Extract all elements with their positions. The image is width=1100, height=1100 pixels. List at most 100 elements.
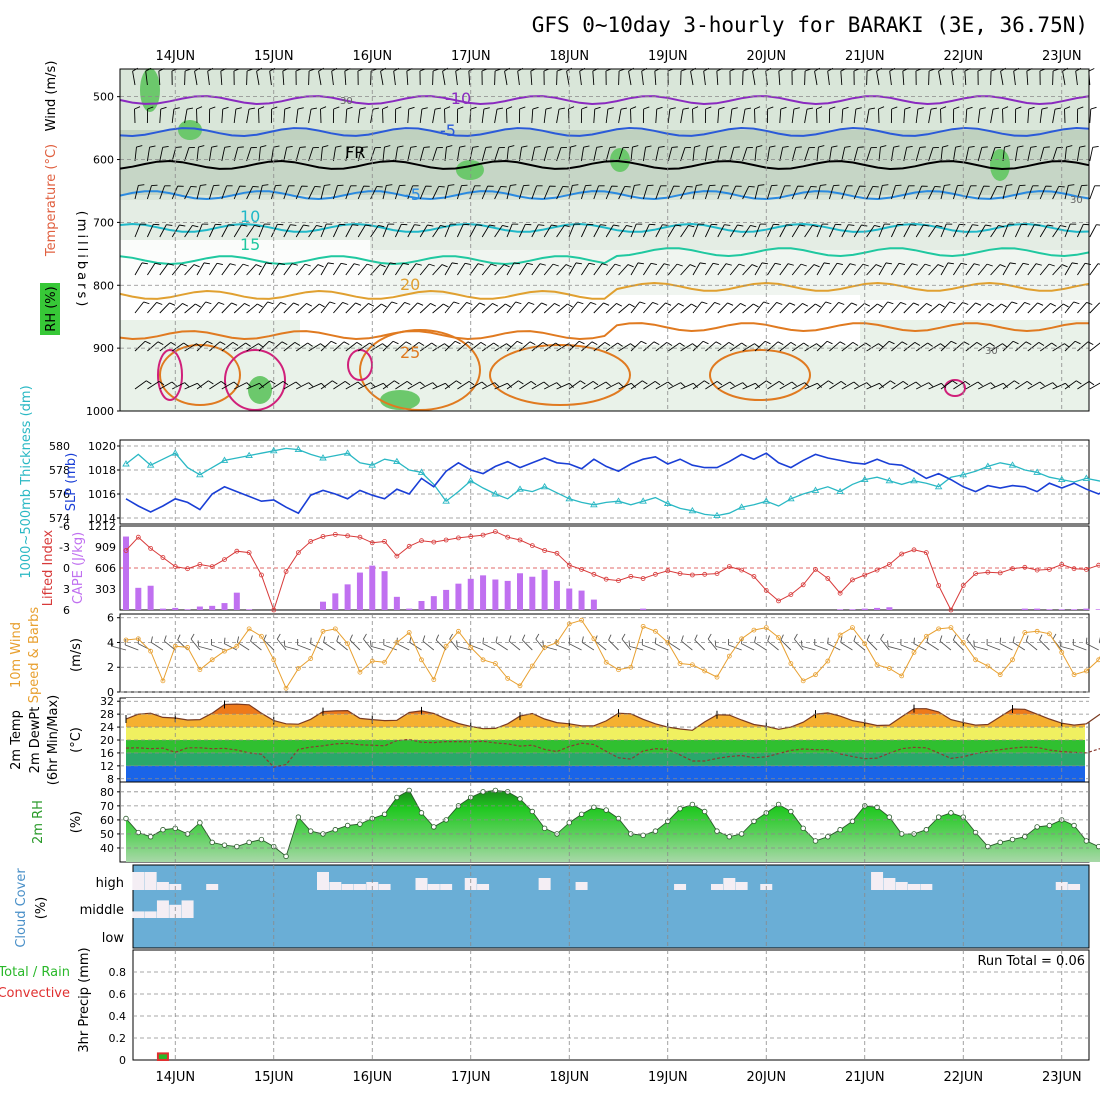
upper-wind-barb <box>469 224 477 238</box>
wind-speed-point <box>874 662 880 668</box>
upper-wind-barb <box>1064 301 1074 314</box>
upper-wind-barb <box>494 109 498 124</box>
bottom-time-axis: 14JUN 15JUN 16JUN 17JUN 18JUN 19JUN 20JUN 21JUN… <box>155 1070 1081 1085</box>
cape-bar <box>529 576 536 610</box>
wind-speed-point <box>579 617 584 623</box>
rh2m-series <box>123 787 1100 862</box>
upper-wind-barb <box>132 71 136 86</box>
upper-wind-barb <box>605 263 616 276</box>
wind-speed-point <box>308 656 314 661</box>
upper-wind-barb-feather <box>419 381 425 387</box>
wind10m-barb-feather <box>363 633 367 640</box>
upper-wind-barb-feather <box>1068 184 1075 186</box>
upper-wind-barb <box>878 147 881 162</box>
upper-wind-barb <box>605 342 618 352</box>
precip-panel: 00.20.40.60.8 Run Total = 0.06 Total / R… <box>0 947 1090 1067</box>
upper-wind-barb <box>680 225 689 238</box>
upper-wind-barb <box>1014 147 1019 162</box>
upper-wind-barb <box>208 147 213 162</box>
upper-wind-barb-feather <box>554 303 561 307</box>
upper-wind-barb-feather <box>506 343 512 348</box>
precip-grid <box>133 950 1089 1060</box>
wind10m-barb <box>363 638 373 651</box>
upper-wind-barb-feather <box>404 302 411 305</box>
upper-wind-barb <box>320 340 332 352</box>
upper-wind-barb-feather <box>733 146 740 148</box>
wind10m-barb-feather <box>456 640 458 647</box>
rh-point <box>997 839 1003 846</box>
temp-tick: 12 <box>100 760 114 773</box>
upper-wind-barb-feather <box>308 382 314 388</box>
upper-wind-barb <box>382 380 395 390</box>
upper-wind-barb <box>394 224 402 238</box>
upper-wind-barb-feather <box>1077 106 1084 110</box>
upper-wind-barb-feather <box>513 262 520 265</box>
rh-point <box>332 827 339 833</box>
upper-wind-barb <box>903 224 911 238</box>
upper-wind-barb-feather <box>629 303 635 308</box>
upper-wind-barb-feather <box>562 185 569 188</box>
upper-wind-barb-feather <box>568 106 575 110</box>
upper-wind-barb-feather <box>405 341 412 346</box>
cape-bar <box>886 607 893 610</box>
upper-wind-barb <box>742 303 754 314</box>
upper-wind-barb-feather <box>503 264 510 268</box>
upper-wind-barb <box>828 224 836 238</box>
upper-wind-barb-feather <box>1030 145 1037 148</box>
upper-wind-barb <box>308 382 322 390</box>
upper-wind-barb-feather <box>143 301 150 305</box>
upper-wind-barb-feather <box>813 264 820 268</box>
upper-wind-barb <box>642 147 647 162</box>
upper-wind-barb-feather <box>494 382 500 388</box>
upper-wind-barb <box>866 147 872 162</box>
upper-wind-barb-feather <box>696 184 703 186</box>
upper-wind-barb <box>407 342 420 352</box>
rh-grid <box>120 782 1089 862</box>
upper-wind-barb <box>345 147 350 162</box>
upper-wind-barb <box>308 264 319 276</box>
wind10m-barb <box>840 641 853 651</box>
upper-wind-barb <box>258 380 271 390</box>
temp-band <box>126 727 1085 740</box>
wind10m-barb-feather <box>336 635 340 642</box>
upper-wind-barb <box>531 302 542 314</box>
upper-wind-barb <box>184 343 197 352</box>
upper-wind-barb <box>146 185 152 200</box>
upper-wind-barb-feather <box>1038 341 1045 346</box>
temp-tick: 20 <box>100 734 114 747</box>
wind10m-barb <box>767 640 779 651</box>
upper-wind-barb-feather <box>483 107 490 110</box>
upper-wind-barb <box>667 224 676 238</box>
upper-wind-barb-feather <box>955 145 962 148</box>
upper-wind-barb-feather <box>753 303 759 308</box>
upper-wind-barb-feather <box>877 303 883 308</box>
upper-wind-barb-feather <box>998 224 1005 228</box>
upper-wind-barb-feather <box>241 224 248 227</box>
cape-bar <box>246 609 253 610</box>
upper-wind-barb <box>184 109 188 124</box>
upper-wind-barb-feather <box>680 382 686 388</box>
wind10m-barb <box>754 641 767 651</box>
upper-wind-barb <box>469 263 479 276</box>
upper-wind-barb <box>295 109 299 124</box>
thickness-point <box>663 499 672 507</box>
top-day-label: 17JUN <box>451 49 491 64</box>
wind-speed-point <box>850 625 855 631</box>
cape-bar <box>849 609 856 610</box>
lifted-index-point <box>197 562 203 567</box>
upper-wind-barb-feather <box>519 106 526 110</box>
lifted-index-point <box>554 550 560 556</box>
lifted-index-point <box>862 572 868 578</box>
upper-wind-barb <box>556 109 560 124</box>
upper-wind-barb-feather <box>842 106 849 110</box>
upper-wind-barb <box>928 264 939 276</box>
upper-wind-barb <box>1052 382 1066 390</box>
upper-wind-barb-feather <box>705 106 712 110</box>
upper-wind-barb <box>134 223 141 238</box>
upper-wind-barb-feather <box>645 145 652 148</box>
upper-wind-barb <box>481 147 487 162</box>
upper-wind-barb-feather <box>539 263 546 266</box>
upper-wind-barb <box>841 224 849 238</box>
upper-wind-barb <box>890 147 895 162</box>
lifted-index-point <box>1022 564 1028 570</box>
